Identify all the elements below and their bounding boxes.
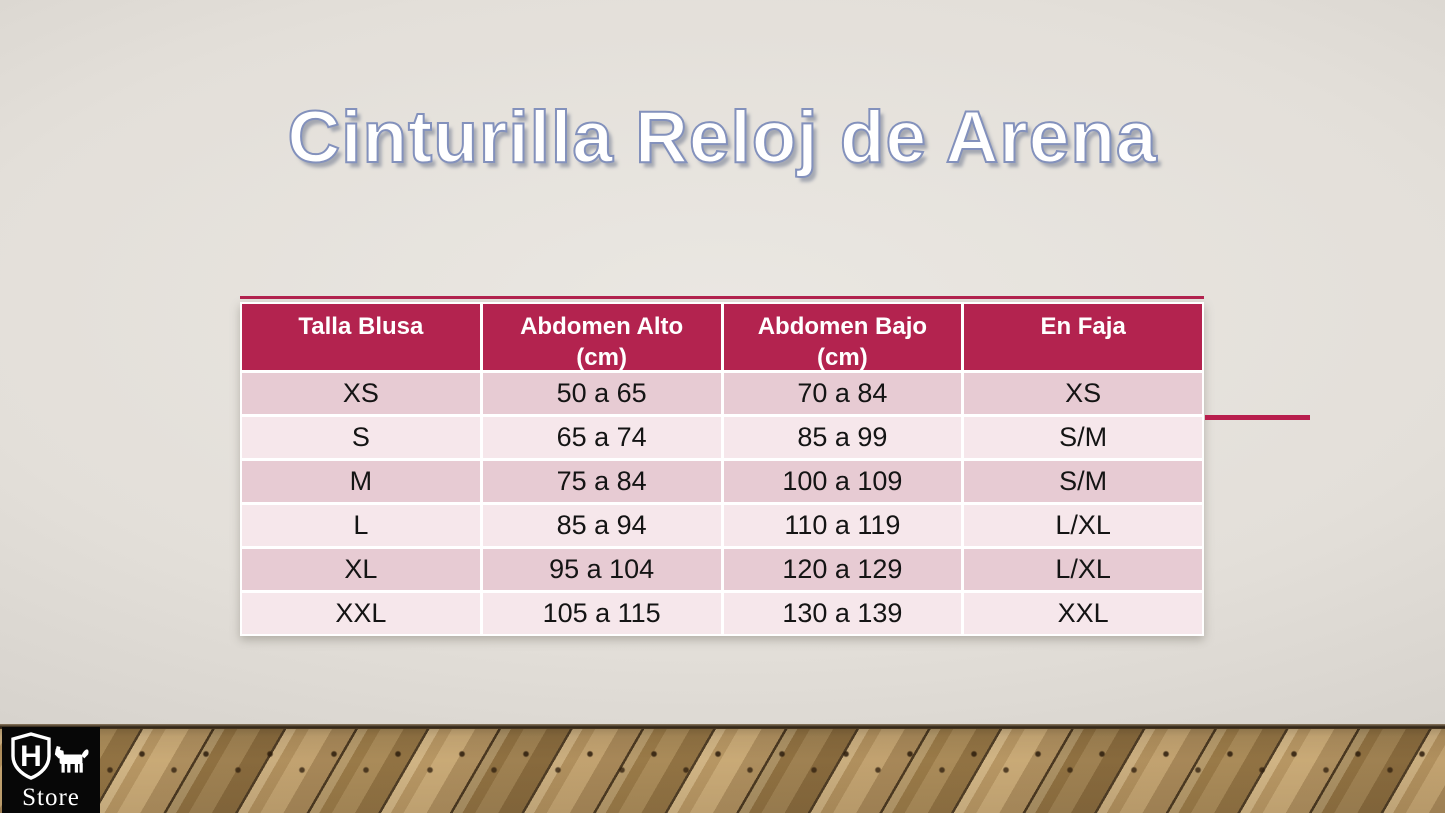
- table-cell: S: [242, 417, 480, 458]
- table-row: XS 50 a 65 70 a 84 XS: [242, 373, 1202, 414]
- table-cell: M: [242, 461, 480, 502]
- table-row: XL 95 a 104 120 a 129 L/XL: [242, 549, 1202, 590]
- table-cell: XS: [964, 373, 1202, 414]
- dog-icon: [54, 746, 89, 773]
- table-cell: 130 a 139: [723, 593, 962, 634]
- table-cell: L/XL: [964, 549, 1202, 590]
- table-cell: S/M: [964, 461, 1202, 502]
- logo-graphic: H: [11, 732, 89, 780]
- wood-floor: [0, 724, 1445, 813]
- table-body: Talla Blusa Abdomen Alto (cm) Abdomen Ba…: [240, 302, 1204, 636]
- table-cell: 85 a 94: [482, 505, 721, 546]
- store-logo: H Store: [2, 727, 100, 813]
- table-cell: L/XL: [964, 505, 1202, 546]
- logo-monogram: H: [20, 740, 42, 773]
- table-cell: 85 a 99: [723, 417, 962, 458]
- header-line2: (cm): [817, 344, 868, 371]
- floor-nail-dots: [0, 746, 1445, 780]
- table-cell: XL: [242, 549, 480, 590]
- header-line2: (cm): [576, 344, 627, 371]
- table-row: M 75 a 84 100 a 109 S/M: [242, 461, 1202, 502]
- table-cell: 65 a 74: [482, 417, 721, 458]
- table-row: L 85 a 94 110 a 119 L/XL: [242, 505, 1202, 546]
- table-cell: XXL: [964, 593, 1202, 634]
- header-line1: Talla Blusa: [298, 313, 424, 340]
- table-cell: L: [242, 505, 480, 546]
- header-line1: Abdomen Bajo: [757, 313, 928, 340]
- table-cell: 50 a 65: [482, 373, 721, 414]
- table-cell: S/M: [964, 417, 1202, 458]
- header-line1: Abdomen Alto: [520, 313, 684, 340]
- table-top-border: [240, 296, 1204, 299]
- table-cell: XXL: [242, 593, 480, 634]
- table-cell: 105 a 115: [482, 593, 721, 634]
- column-header-en-faja: En Faja: [964, 304, 1202, 370]
- header-line1: En Faja: [1040, 313, 1126, 340]
- accent-line: [1205, 415, 1310, 420]
- column-header-abdomen-alto: Abdomen Alto (cm): [482, 304, 721, 371]
- table-cell: 110 a 119: [723, 505, 962, 546]
- column-header-abdomen-bajo: Abdomen Bajo (cm): [723, 304, 962, 371]
- column-header-talla-blusa: Talla Blusa: [242, 304, 480, 370]
- table-header-row: Talla Blusa Abdomen Alto (cm) Abdomen Ba…: [242, 304, 1202, 371]
- table-cell: XS: [242, 373, 480, 414]
- table-cell: 70 a 84: [723, 373, 962, 414]
- size-table: Talla Blusa Abdomen Alto (cm) Abdomen Ba…: [240, 296, 1204, 636]
- table-cell: 120 a 129: [723, 549, 962, 590]
- table-cell: 95 a 104: [482, 549, 721, 590]
- table-row: XXL 105 a 115 130 a 139 XXL: [242, 593, 1202, 634]
- logo-store-label: Store: [22, 784, 80, 811]
- table-cell: 100 a 109: [723, 461, 962, 502]
- table-row: S 65 a 74 85 a 99 S/M: [242, 417, 1202, 458]
- slide-title: Cinturilla Reloj de Arena: [286, 96, 1158, 179]
- table-cell: 75 a 84: [482, 461, 721, 502]
- shield-icon: H: [11, 732, 51, 780]
